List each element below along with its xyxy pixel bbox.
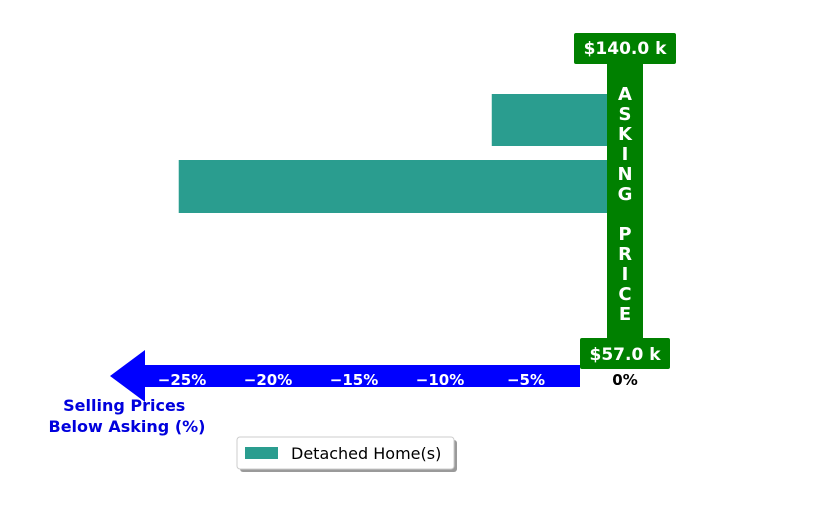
legend-label: Detached Home(s) <box>291 444 441 463</box>
bar <box>178 160 607 213</box>
max-price-label-box <box>574 33 676 64</box>
max-price-label: $140.0 k <box>584 39 668 59</box>
x-tick-labels: −25% −20% −15% −10% −5% <box>158 371 545 389</box>
asking-price-letter: P <box>618 224 631 245</box>
asking-price-bar <box>607 64 643 342</box>
legend-swatch <box>245 447 278 459</box>
bars <box>178 94 607 213</box>
x-axis-label: Selling Prices Below Asking (%) <box>49 396 206 436</box>
x-tick-label: −25% <box>158 371 206 389</box>
min-price-label: $57.0 k <box>590 345 662 365</box>
asking-price-letter: K <box>618 124 633 145</box>
x-tick-label: −20% <box>244 371 292 389</box>
x-zero-label: 0% <box>612 371 637 389</box>
asking-price-letter: I <box>622 144 629 165</box>
asking-price-letter: C <box>618 284 631 305</box>
legend: Detached Home(s) <box>236 436 457 472</box>
x-axis-arrow <box>110 350 580 402</box>
asking-price-letter: R <box>618 244 632 265</box>
x-tick-label: −5% <box>507 371 545 389</box>
asking-price-letter: S <box>619 104 632 125</box>
asking-price-letter: I <box>622 264 629 285</box>
x-tick-label: −15% <box>330 371 378 389</box>
min-price-label-box <box>580 338 670 369</box>
asking-price-letter: N <box>617 164 632 185</box>
asking-price-letter: A <box>618 84 632 105</box>
x-tick-label: −10% <box>416 371 464 389</box>
bar <box>491 94 607 146</box>
asking-price-letter: E <box>619 304 631 325</box>
asking-price-letter: G <box>618 184 633 205</box>
